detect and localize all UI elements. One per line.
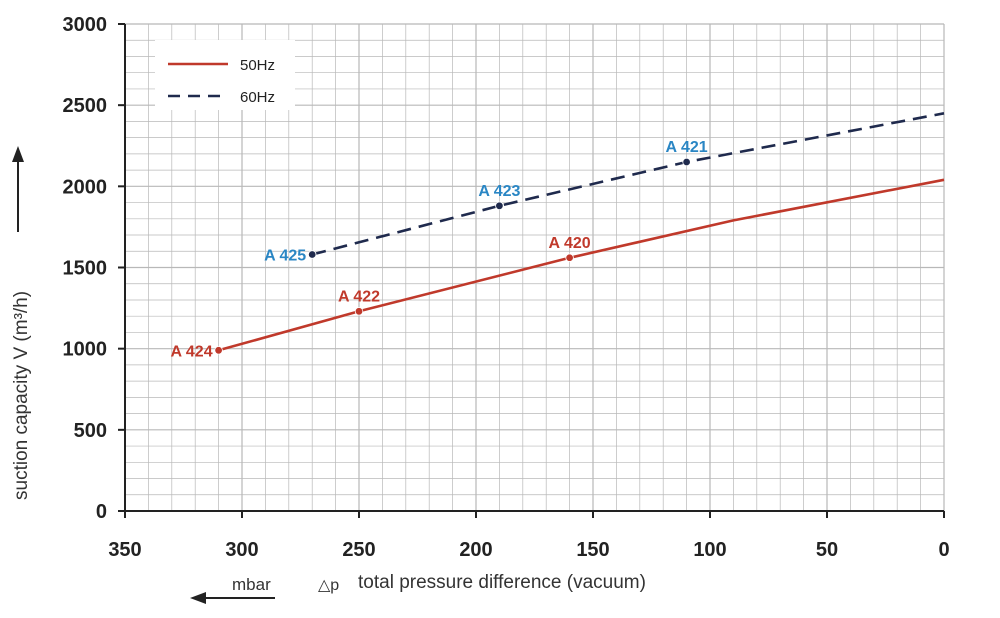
- series-line-50hz: [218, 178, 945, 352]
- x-axis-title-group: mbar △p total pressure difference (vacuu…: [190, 572, 646, 604]
- x-axis-title: total pressure difference (vacuum): [358, 572, 646, 593]
- legend: 50Hz 60Hz: [155, 40, 295, 110]
- x-tick-labels: 350 300 250 200 150 100 50 0: [108, 511, 950, 561]
- data-point: [565, 253, 574, 262]
- series-points: A 424 A 422 A 420 A 425 A 423 A 421: [170, 139, 707, 360]
- data-point: [495, 201, 504, 211]
- series-lines: [218, 112, 945, 352]
- point-label: A 421: [666, 139, 708, 156]
- x-tick-label: 0: [938, 539, 949, 561]
- data-point: [354, 307, 364, 316]
- x-tick-label: 250: [342, 539, 375, 561]
- grid: [124, 23, 945, 512]
- x-unit-label: mbar: [232, 575, 271, 594]
- legend-60hz-label: 60Hz: [240, 89, 275, 106]
- y-tick-label: 1000: [63, 339, 108, 361]
- legend-50hz-label: 50Hz: [240, 57, 275, 74]
- point-label: A 423: [478, 183, 520, 200]
- y-tick-label: 0: [96, 501, 107, 523]
- point-label: A 425: [264, 248, 306, 265]
- series-line-60hz: [311, 112, 945, 256]
- x-unit-arrow-icon: [190, 592, 206, 604]
- y-tick-label: 1500: [63, 258, 108, 280]
- x-tick-label: 100: [693, 539, 726, 561]
- x-tick-label: 300: [225, 539, 258, 561]
- y-tick-label: 500: [74, 420, 107, 442]
- data-point: [682, 157, 691, 167]
- y-axis-title: suction capacity V (m³/h): [11, 291, 32, 500]
- data-point: [308, 250, 317, 259]
- point-label: A 422: [338, 288, 380, 305]
- x-tick-label: 200: [459, 539, 492, 561]
- data-point: [214, 346, 223, 355]
- x-tick-label: 350: [108, 539, 141, 561]
- y-axis-arrow-icon: [12, 146, 24, 162]
- legend-background: [155, 40, 295, 110]
- point-label: A 420: [549, 235, 591, 252]
- delta-p-symbol: △p: [318, 577, 339, 594]
- y-axis-title-group: suction capacity V (m³/h): [11, 146, 32, 500]
- y-tick-label: 2500: [63, 95, 108, 117]
- x-tick-label: 50: [816, 539, 838, 561]
- y-tick-labels: 0 500 1000 1500 2000 2500 3000: [63, 14, 125, 523]
- point-label: A 424: [170, 343, 212, 360]
- y-tick-label: 3000: [63, 14, 108, 36]
- x-tick-label: 150: [576, 539, 609, 561]
- y-tick-label: 2000: [63, 176, 108, 198]
